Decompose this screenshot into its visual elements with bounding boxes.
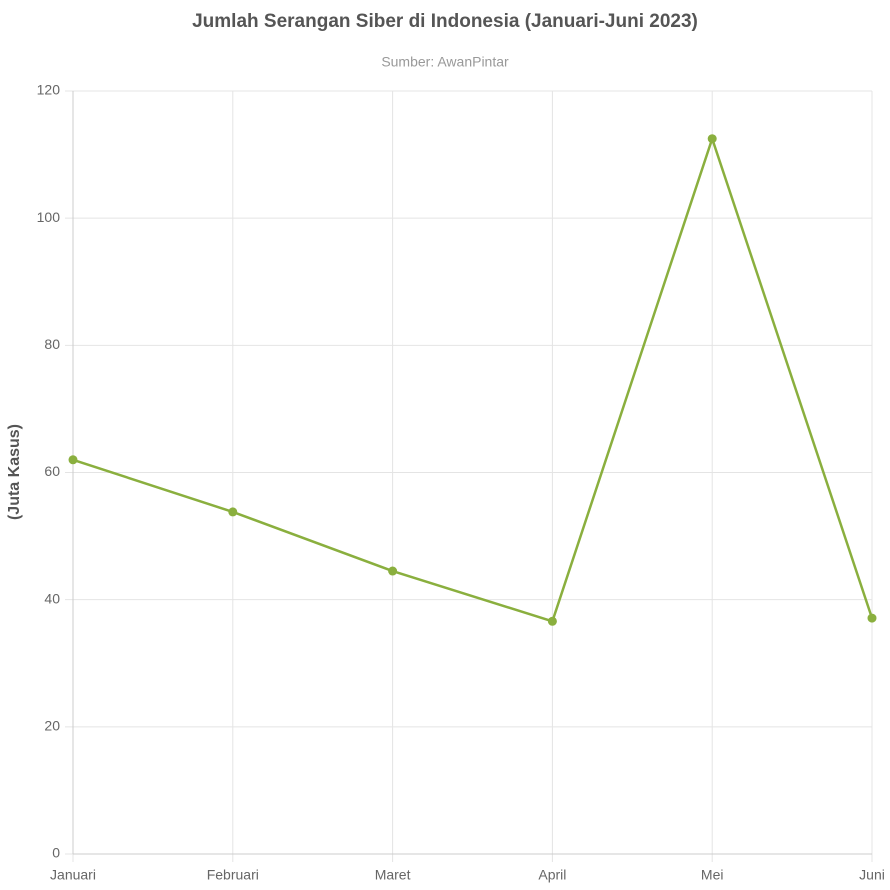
y-tick-label: 80 [44, 336, 60, 352]
point [547, 616, 557, 626]
x-tick-label: Februari [207, 867, 259, 883]
y-tick-label: 100 [37, 209, 61, 225]
point [707, 134, 717, 144]
chart-subtitle: Sumber: AwanPintar [381, 54, 509, 70]
y-tick-label: 40 [44, 590, 60, 606]
y-tick-label: 120 [37, 82, 61, 98]
point [388, 566, 398, 576]
chart-title: Jumlah Serangan Siber di Indonesia (Janu… [192, 11, 698, 32]
x-tick-label: Mei [701, 867, 724, 883]
point [867, 613, 877, 623]
x-tick-label: Juni [859, 867, 885, 883]
y-axis-label: (Juta Kasus) [6, 424, 23, 520]
y-tick-label: 20 [44, 718, 60, 734]
point [228, 507, 238, 517]
y-tick-label: 60 [44, 463, 60, 479]
x-tick-label: Maret [375, 867, 411, 883]
y-tick-label: 0 [52, 845, 60, 861]
point [68, 455, 78, 465]
line [72, 134, 874, 623]
x-tick-label: Januari [50, 867, 96, 883]
x-tick-label: April [538, 867, 566, 883]
